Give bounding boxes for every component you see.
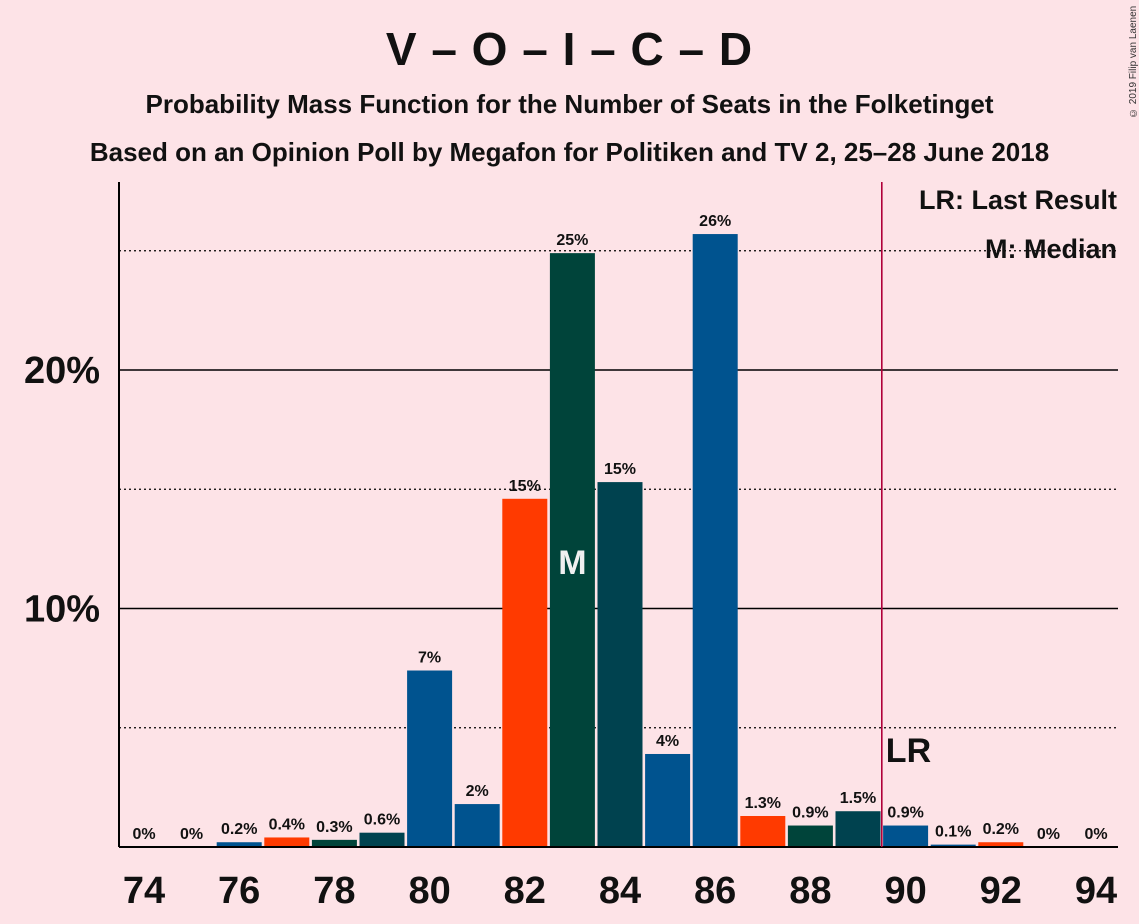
bar — [692, 234, 738, 847]
bar-data-label: 0% — [132, 826, 155, 843]
bar-data-label: 0% — [1037, 826, 1060, 843]
bar-data-label: 7% — [418, 650, 441, 667]
bar — [359, 832, 405, 847]
bar-data-label: 15% — [604, 461, 636, 478]
bar-data-label: 0.9% — [887, 805, 923, 822]
x-tick-label: 76 — [218, 870, 260, 912]
bar-data-label: 0.4% — [269, 816, 305, 833]
x-tick-label: 84 — [599, 870, 641, 912]
x-tick-label: 74 — [123, 870, 165, 912]
bar-data-label: 1.3% — [745, 795, 781, 812]
bar — [549, 253, 595, 847]
bar — [883, 825, 929, 847]
median-marker: M — [558, 544, 586, 582]
bar — [264, 837, 310, 847]
bar-data-label: 1.5% — [840, 790, 876, 807]
bar-data-label: 0.9% — [792, 805, 828, 822]
bar — [311, 839, 357, 847]
legend-median: M: Median — [985, 234, 1117, 264]
x-tick-label: 92 — [980, 870, 1022, 912]
bar — [787, 825, 833, 847]
bar — [978, 842, 1024, 847]
chart-source-subtitle: Based on an Opinion Poll by Megafon for … — [89, 137, 1050, 167]
bar-data-label: 0.2% — [221, 821, 257, 838]
bar-data-label: 4% — [656, 733, 679, 750]
x-tick-label: 90 — [884, 870, 926, 912]
bar — [407, 670, 453, 847]
x-tick-label: 94 — [1075, 870, 1117, 912]
bar — [645, 753, 691, 847]
bar-data-label: 0.2% — [983, 821, 1019, 838]
x-tick-label: 86 — [694, 870, 736, 912]
x-tick-label: 80 — [408, 870, 450, 912]
bar — [930, 844, 976, 847]
bar-data-label: 0% — [180, 826, 203, 843]
chart-subtitle: Probability Mass Function for the Number… — [145, 89, 994, 119]
bar-series: 0% 0% 0.2% 0.4% 0.3% 0.6% 7% 2% 15% 25% 15% 4% 26% 1.… — [132, 213, 1108, 847]
bar-data-label: 0.6% — [364, 812, 400, 829]
bar-data-label: 0.3% — [316, 819, 352, 836]
bar-data-label: 15% — [509, 478, 541, 495]
bar-data-label: 25% — [556, 232, 588, 249]
bar-data-label: 26% — [699, 213, 731, 230]
y-tick-label: 10% — [24, 589, 100, 631]
bar — [454, 804, 500, 847]
bar — [216, 842, 262, 847]
axes: 10% 20% 74 76 78 80 82 84 86 88 90 92 94 — [24, 182, 1118, 912]
annotations: M LR LR: Last Result M: Median — [558, 182, 1117, 847]
bar-data-label: 0.1% — [935, 824, 971, 841]
bar — [740, 815, 786, 847]
x-tick-label: 78 — [313, 870, 355, 912]
legend-last-result: LR: Last Result — [919, 185, 1117, 215]
bar-data-label: 0% — [1084, 826, 1107, 843]
bar — [597, 482, 643, 847]
bar-data-label: 2% — [466, 783, 489, 800]
bar — [835, 811, 881, 847]
last-result-marker: LR — [886, 732, 931, 770]
x-tick-label: 88 — [789, 870, 831, 912]
x-tick-label: 82 — [504, 870, 546, 912]
bar — [502, 498, 548, 847]
y-tick-label: 20% — [24, 350, 100, 392]
chart-title: V – O – I – C – D — [385, 23, 754, 75]
